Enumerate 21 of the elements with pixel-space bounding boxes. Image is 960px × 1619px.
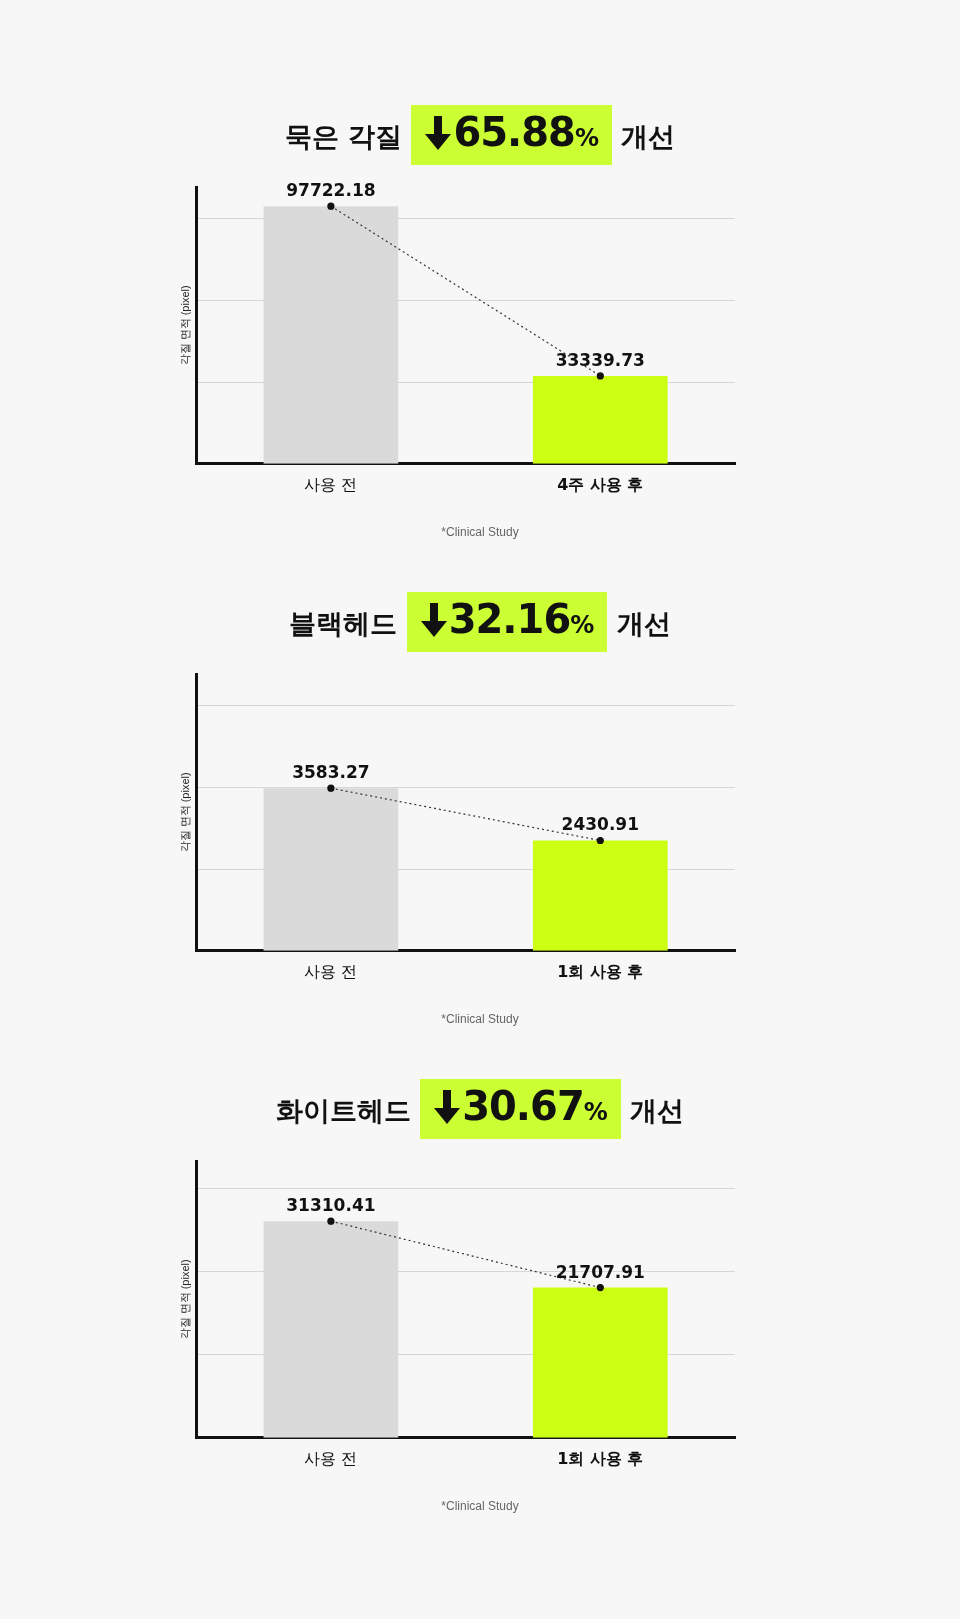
x-tick-label: 사용 전: [304, 961, 358, 981]
data-label: 21707.91: [555, 1261, 645, 1282]
y-axis-title: 각질 면적 (pixel): [178, 1259, 191, 1340]
x-tick-label: 1회 사용 후: [557, 1448, 644, 1468]
x-tick-label: 1회 사용 후: [557, 961, 644, 981]
chart-title: 묵은 각질 65.88% 개선: [284, 109, 676, 155]
chart-title: 화이트헤드 30.67% 개선: [275, 1083, 685, 1129]
y-axis-title: 각질 면적 (pixel): [178, 285, 191, 366]
data-label: 3583.27: [292, 762, 370, 783]
x-tick-label: 사용 전: [304, 474, 358, 494]
data-label: 31310.41: [286, 1195, 376, 1216]
x-tick-label: 4주 사용 후: [557, 474, 644, 494]
data-label: 2430.91: [561, 814, 640, 835]
text: *Clinical Study: [440, 525, 520, 539]
text: *Clinical Study: [440, 1012, 520, 1026]
y-axis-title: 각질 면적 (pixel): [178, 772, 191, 853]
chart-title: 블랙헤드 32.16% 개선: [289, 596, 671, 642]
text: *Clinical Study: [440, 1499, 520, 1513]
data-label: 33339.73: [555, 349, 645, 370]
data-label: 97722.18: [286, 180, 376, 201]
x-tick-label: 사용 전: [304, 1448, 358, 1468]
